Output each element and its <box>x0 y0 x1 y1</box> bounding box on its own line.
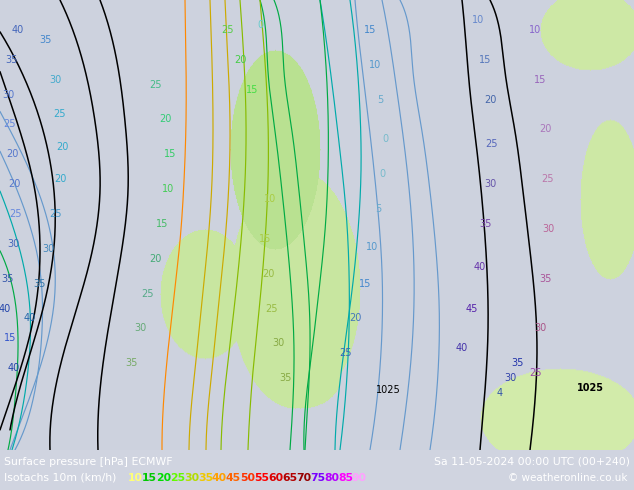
Text: 15: 15 <box>164 149 176 159</box>
Text: 1025: 1025 <box>375 385 401 395</box>
Text: 80: 80 <box>324 473 339 483</box>
Text: 25: 25 <box>54 109 66 120</box>
Text: 30: 30 <box>534 323 546 333</box>
Text: 40: 40 <box>24 314 36 323</box>
Text: 25: 25 <box>4 120 16 129</box>
Text: 20: 20 <box>54 174 66 184</box>
Text: 35: 35 <box>198 473 213 483</box>
Text: 35: 35 <box>539 273 551 284</box>
Text: 5: 5 <box>375 204 381 214</box>
Text: 40: 40 <box>212 473 227 483</box>
Text: 30: 30 <box>134 323 146 333</box>
Text: 35: 35 <box>6 55 18 65</box>
Text: 10: 10 <box>162 184 174 194</box>
Text: 10: 10 <box>264 194 276 204</box>
Text: 25: 25 <box>339 348 351 358</box>
Text: 0: 0 <box>379 169 385 179</box>
Text: 20: 20 <box>539 124 551 134</box>
Text: 0: 0 <box>257 20 263 30</box>
Text: 10: 10 <box>128 473 143 483</box>
Text: 30: 30 <box>272 338 284 348</box>
Text: 50: 50 <box>240 473 255 483</box>
Text: 25: 25 <box>222 25 234 35</box>
Text: 30: 30 <box>504 373 516 383</box>
Text: 15: 15 <box>359 279 371 289</box>
Text: 40: 40 <box>8 363 20 373</box>
Text: 15: 15 <box>156 219 168 229</box>
Text: Isotachs 10m (km/h): Isotachs 10m (km/h) <box>4 473 117 483</box>
Text: 20: 20 <box>56 142 68 152</box>
Text: 35: 35 <box>279 373 291 383</box>
Text: 30: 30 <box>184 473 199 483</box>
Text: 35: 35 <box>39 35 51 45</box>
Text: 40: 40 <box>456 343 468 353</box>
Text: 10: 10 <box>366 242 378 252</box>
Text: 25: 25 <box>529 368 541 378</box>
Text: 65: 65 <box>282 473 297 483</box>
Text: 25: 25 <box>266 303 278 314</box>
Text: 25: 25 <box>170 473 185 483</box>
Text: 20: 20 <box>156 473 171 483</box>
Text: 0: 0 <box>382 134 388 145</box>
Text: 35: 35 <box>479 219 491 229</box>
Text: 15: 15 <box>259 234 271 244</box>
Text: 20: 20 <box>234 55 246 65</box>
Text: 20: 20 <box>484 95 496 104</box>
Text: 45: 45 <box>466 303 478 314</box>
Text: 15: 15 <box>142 473 157 483</box>
Text: 15: 15 <box>246 85 258 95</box>
Text: 75: 75 <box>310 473 325 483</box>
Text: © weatheronline.co.uk: © weatheronline.co.uk <box>508 473 628 483</box>
Text: 4: 4 <box>497 388 503 398</box>
Text: 20: 20 <box>349 314 361 323</box>
Text: 25: 25 <box>9 209 22 219</box>
Text: Surface pressure [hPa] ECMWF: Surface pressure [hPa] ECMWF <box>4 457 172 467</box>
Text: 10: 10 <box>472 15 484 25</box>
Text: 20: 20 <box>262 269 274 279</box>
Text: 40: 40 <box>12 25 24 35</box>
Text: 15: 15 <box>479 55 491 65</box>
Text: 35: 35 <box>126 358 138 368</box>
Text: 20: 20 <box>149 254 161 264</box>
Text: 90: 90 <box>352 473 367 483</box>
Text: 25: 25 <box>149 79 161 90</box>
Text: 30: 30 <box>42 244 54 254</box>
Text: 15: 15 <box>534 74 546 85</box>
Text: 25: 25 <box>486 139 498 149</box>
Text: 5: 5 <box>377 95 383 104</box>
Text: 20: 20 <box>158 115 171 124</box>
Text: Sa 11-05-2024 00:00 UTC (00+240): Sa 11-05-2024 00:00 UTC (00+240) <box>434 457 630 467</box>
Text: 30: 30 <box>542 224 554 234</box>
Text: 1025: 1025 <box>576 383 604 393</box>
Text: 30: 30 <box>484 179 496 189</box>
Text: 10: 10 <box>369 60 381 70</box>
Text: 45: 45 <box>226 473 241 483</box>
Text: 25: 25 <box>142 289 154 298</box>
Text: 55: 55 <box>254 473 269 483</box>
Text: 20: 20 <box>6 149 18 159</box>
Text: 40: 40 <box>0 303 11 314</box>
Text: 15: 15 <box>364 25 376 35</box>
Text: 30: 30 <box>2 90 14 99</box>
Text: 35: 35 <box>512 358 524 368</box>
Text: 40: 40 <box>474 262 486 272</box>
Text: 85: 85 <box>338 473 353 483</box>
Text: 70: 70 <box>296 473 311 483</box>
Text: 25: 25 <box>541 174 554 184</box>
Text: 60: 60 <box>268 473 283 483</box>
Text: 30: 30 <box>7 239 19 249</box>
Text: 30: 30 <box>49 74 61 85</box>
Text: 10: 10 <box>529 25 541 35</box>
Text: 35: 35 <box>2 273 14 284</box>
Text: 35: 35 <box>34 279 46 289</box>
Text: 15: 15 <box>4 333 16 343</box>
Text: 20: 20 <box>8 179 20 189</box>
Text: 25: 25 <box>49 209 61 219</box>
